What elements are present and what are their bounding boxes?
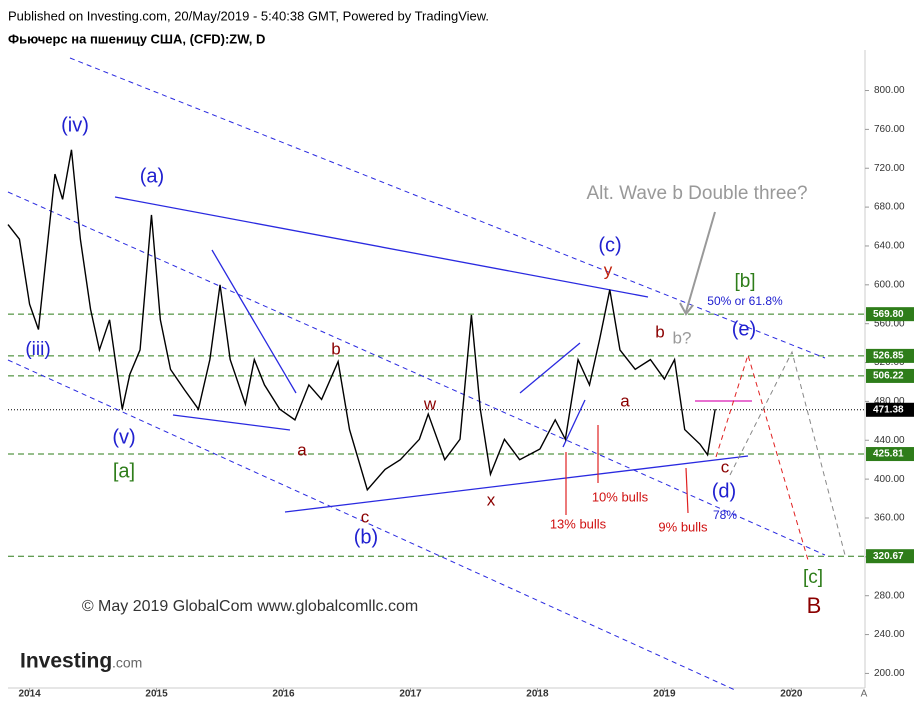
auto-scale-button: A <box>861 689 868 700</box>
annotation: x <box>487 490 496 509</box>
y-tick-label: 280.00 <box>874 590 905 601</box>
level-tag <box>866 348 914 363</box>
x-tick-label: 2016 <box>272 689 295 700</box>
y-tick-label: 640.00 <box>874 241 905 252</box>
y-tick-label: 200.00 <box>874 668 905 679</box>
level-tag <box>866 402 914 417</box>
annotation: a <box>620 391 630 410</box>
y-tick-label: 600.00 <box>874 279 905 290</box>
x-tick-label: 2014 <box>18 689 41 700</box>
level-tag <box>866 447 914 462</box>
level-tag <box>866 549 914 564</box>
logo-main: Investing <box>20 650 112 673</box>
x-tick-label: 2017 <box>399 689 422 700</box>
annotation: (e) <box>732 318 756 340</box>
drawings <box>7 57 846 691</box>
x-tick-label: 2020 <box>780 689 803 700</box>
y-tick-label: 400.00 <box>874 474 905 485</box>
level-label: 471.38 <box>873 404 904 415</box>
annotation: a <box>297 440 307 459</box>
annotation: [a] <box>113 460 135 482</box>
annotation: (iii) <box>25 339 50 360</box>
annotation: c <box>361 507 370 526</box>
annotation: [c] <box>803 567 823 588</box>
level-label: 320.67 <box>873 551 904 562</box>
y-tick-label: 720.00 <box>874 163 905 174</box>
level-label: 526.85 <box>873 351 904 362</box>
annotation: B <box>807 593 822 618</box>
published-note: Published on Investing.com, 20/May/2019 … <box>8 8 489 23</box>
annotation: c <box>721 457 730 476</box>
logo-suffix: .com <box>112 655 142 671</box>
x-tick-label: 2015 <box>145 689 168 700</box>
level-label: 425.81 <box>873 449 904 460</box>
annotation: Alt. Wave b Double three? <box>586 183 807 204</box>
annotation: (v) <box>112 426 135 448</box>
annotation: (iv) <box>61 114 89 136</box>
level-tag <box>866 307 914 322</box>
y-tick-label: 480.00 <box>874 396 905 407</box>
logo: Investing .com <box>20 650 142 673</box>
y-tick-label: 760.00 <box>874 124 905 135</box>
annotation: (b) <box>354 526 378 548</box>
annotation: b <box>655 322 664 341</box>
annotation: w <box>423 394 437 413</box>
annotation: (d) <box>712 480 736 502</box>
annotation: © May 2019 GlobalCom www.globalcomllc.co… <box>82 598 418 615</box>
y-tick-label: 360.00 <box>874 513 905 524</box>
annotation: b <box>331 339 340 358</box>
y-tick-label: 440.00 <box>874 435 905 446</box>
annotation: [b] <box>734 271 755 292</box>
level-label: 569.80 <box>873 309 904 320</box>
annotation: (a) <box>140 165 164 187</box>
price-line <box>7 149 716 492</box>
y-tick-label: 800.00 <box>874 85 905 96</box>
x-tick-label: 2019 <box>653 689 676 700</box>
annotation: 50% or 61.8% <box>707 294 783 308</box>
annotation: 10% bulls <box>592 489 649 504</box>
annotation: 9% bulls <box>658 519 708 534</box>
annotation: y <box>604 260 613 279</box>
annotation: 13% bulls <box>550 516 607 531</box>
annotation: 78% <box>713 508 737 522</box>
chart-title: Фьючерс на пшеницу США, (CFD):ZW, D <box>8 31 265 46</box>
annotation: b? <box>673 328 692 347</box>
y-tick-label: 680.00 <box>874 202 905 213</box>
y-tick-label: 240.00 <box>874 629 905 640</box>
level-label: 506.22 <box>873 371 904 382</box>
annotation: (c) <box>598 234 621 256</box>
x-tick-label: 2018 <box>526 689 549 700</box>
level-tag <box>866 368 914 383</box>
y-tick-label: 560.00 <box>874 318 905 329</box>
